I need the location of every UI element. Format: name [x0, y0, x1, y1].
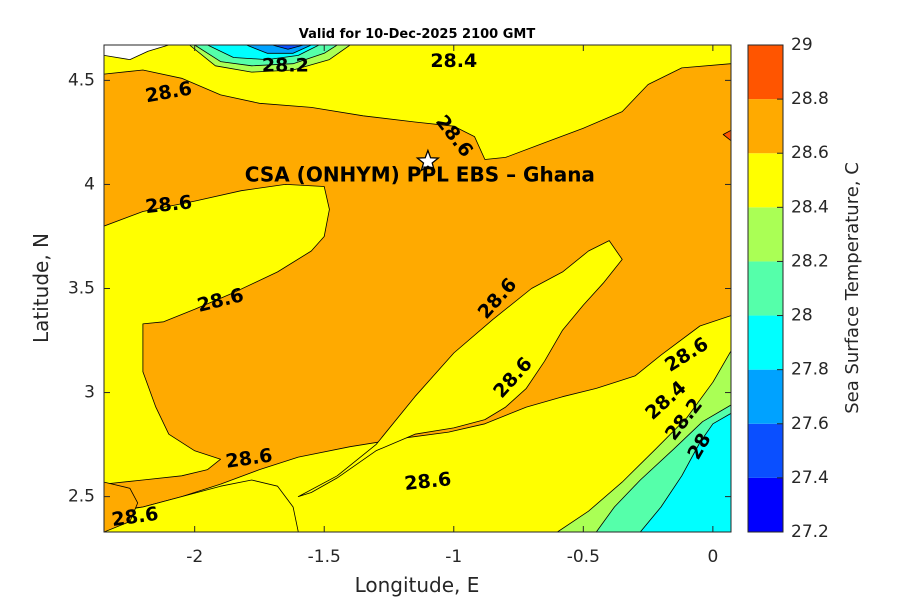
colorbar-swatch	[748, 315, 783, 370]
colorbar-frame	[747, 44, 784, 533]
y-tick-label: 3	[84, 383, 95, 403]
colorbar-tick-label: 28.6	[791, 143, 829, 163]
contour-region	[722, 129, 731, 142]
colorbar-ticks: 27.2 27.4 27.6 27.8 28 28.2 28.4 28.6 28.8 29	[777, 35, 829, 542]
contour-label: 28.6	[403, 468, 452, 495]
x-tick-label: -1.5	[308, 547, 341, 567]
contour-label: 28.4	[430, 50, 477, 72]
site-label: CSA (ONHYM) PPL EBS – Ghana	[245, 163, 595, 187]
colorbar-tick-label: 27.6	[791, 414, 829, 434]
contour-region	[104, 45, 170, 60]
colorbar-tick-label: 28	[791, 306, 813, 326]
colorbar-swatch	[748, 423, 783, 478]
contour-label: 28.6	[144, 191, 193, 218]
site-star-icon	[415, 148, 441, 172]
chart-title: Valid for 10-Dec-2025 2100 GMT	[299, 27, 536, 42]
contour-region	[639, 412, 731, 532]
contour-label: 28.2	[262, 54, 309, 76]
y-axis-label: Latitude, N	[29, 233, 53, 343]
contour-region	[297, 240, 623, 498]
colorbar-tick-label: 28.8	[791, 89, 829, 109]
y-tick-label: 4	[84, 174, 95, 194]
y-tick-label: 4.5	[68, 70, 95, 90]
colorbar-swatch	[748, 369, 783, 424]
colorbar	[748, 45, 783, 532]
contour-label-layer: 28.628.628.428.228.628.6 28.628.628.628.6…	[110, 50, 715, 531]
x-axis-ticks: -2 -1.5 -1 -0.5 0	[186, 45, 718, 567]
site-marker-group: CSA (ONHYM) PPL EBS – Ghana	[245, 148, 595, 187]
colorbar-tick-label: 28.4	[791, 197, 829, 217]
colorbar-label: Sea Surface Temperature, C	[842, 162, 863, 414]
colorbar-tick-label: 27.2	[791, 522, 829, 542]
colorbar-tick-label: 28.2	[791, 251, 829, 271]
colorbar-tick-label: 27.8	[791, 360, 829, 380]
colorbar-swatch	[748, 477, 783, 532]
x-axis-label: Longitude, E	[355, 573, 480, 597]
x-tick-label: -0.5	[567, 547, 600, 567]
x-tick-label: -2	[186, 547, 203, 567]
y-tick-label: 3.5	[68, 279, 95, 299]
x-tick-label: 0	[707, 547, 718, 567]
y-tick-label: 2.5	[68, 487, 95, 507]
contour-region	[104, 63, 731, 512]
contour-fill-layer	[104, 45, 731, 532]
colorbar-swatch	[748, 207, 783, 262]
contour-region	[104, 481, 139, 532]
contour-region	[271, 45, 304, 50]
colorbar-tick-label: 29	[791, 35, 813, 55]
colorbar-swatch	[748, 45, 783, 100]
colorbar-swatch	[748, 153, 783, 208]
y-axis-ticks: 2.5 3 3.5 4 4.5	[68, 70, 731, 507]
x-tick-label: -1	[445, 547, 462, 567]
colorbar-swatch	[748, 99, 783, 154]
contour-region	[104, 183, 330, 485]
colorbar-tick-label: 27.4	[791, 468, 829, 488]
colorbar-swatch	[748, 261, 783, 316]
